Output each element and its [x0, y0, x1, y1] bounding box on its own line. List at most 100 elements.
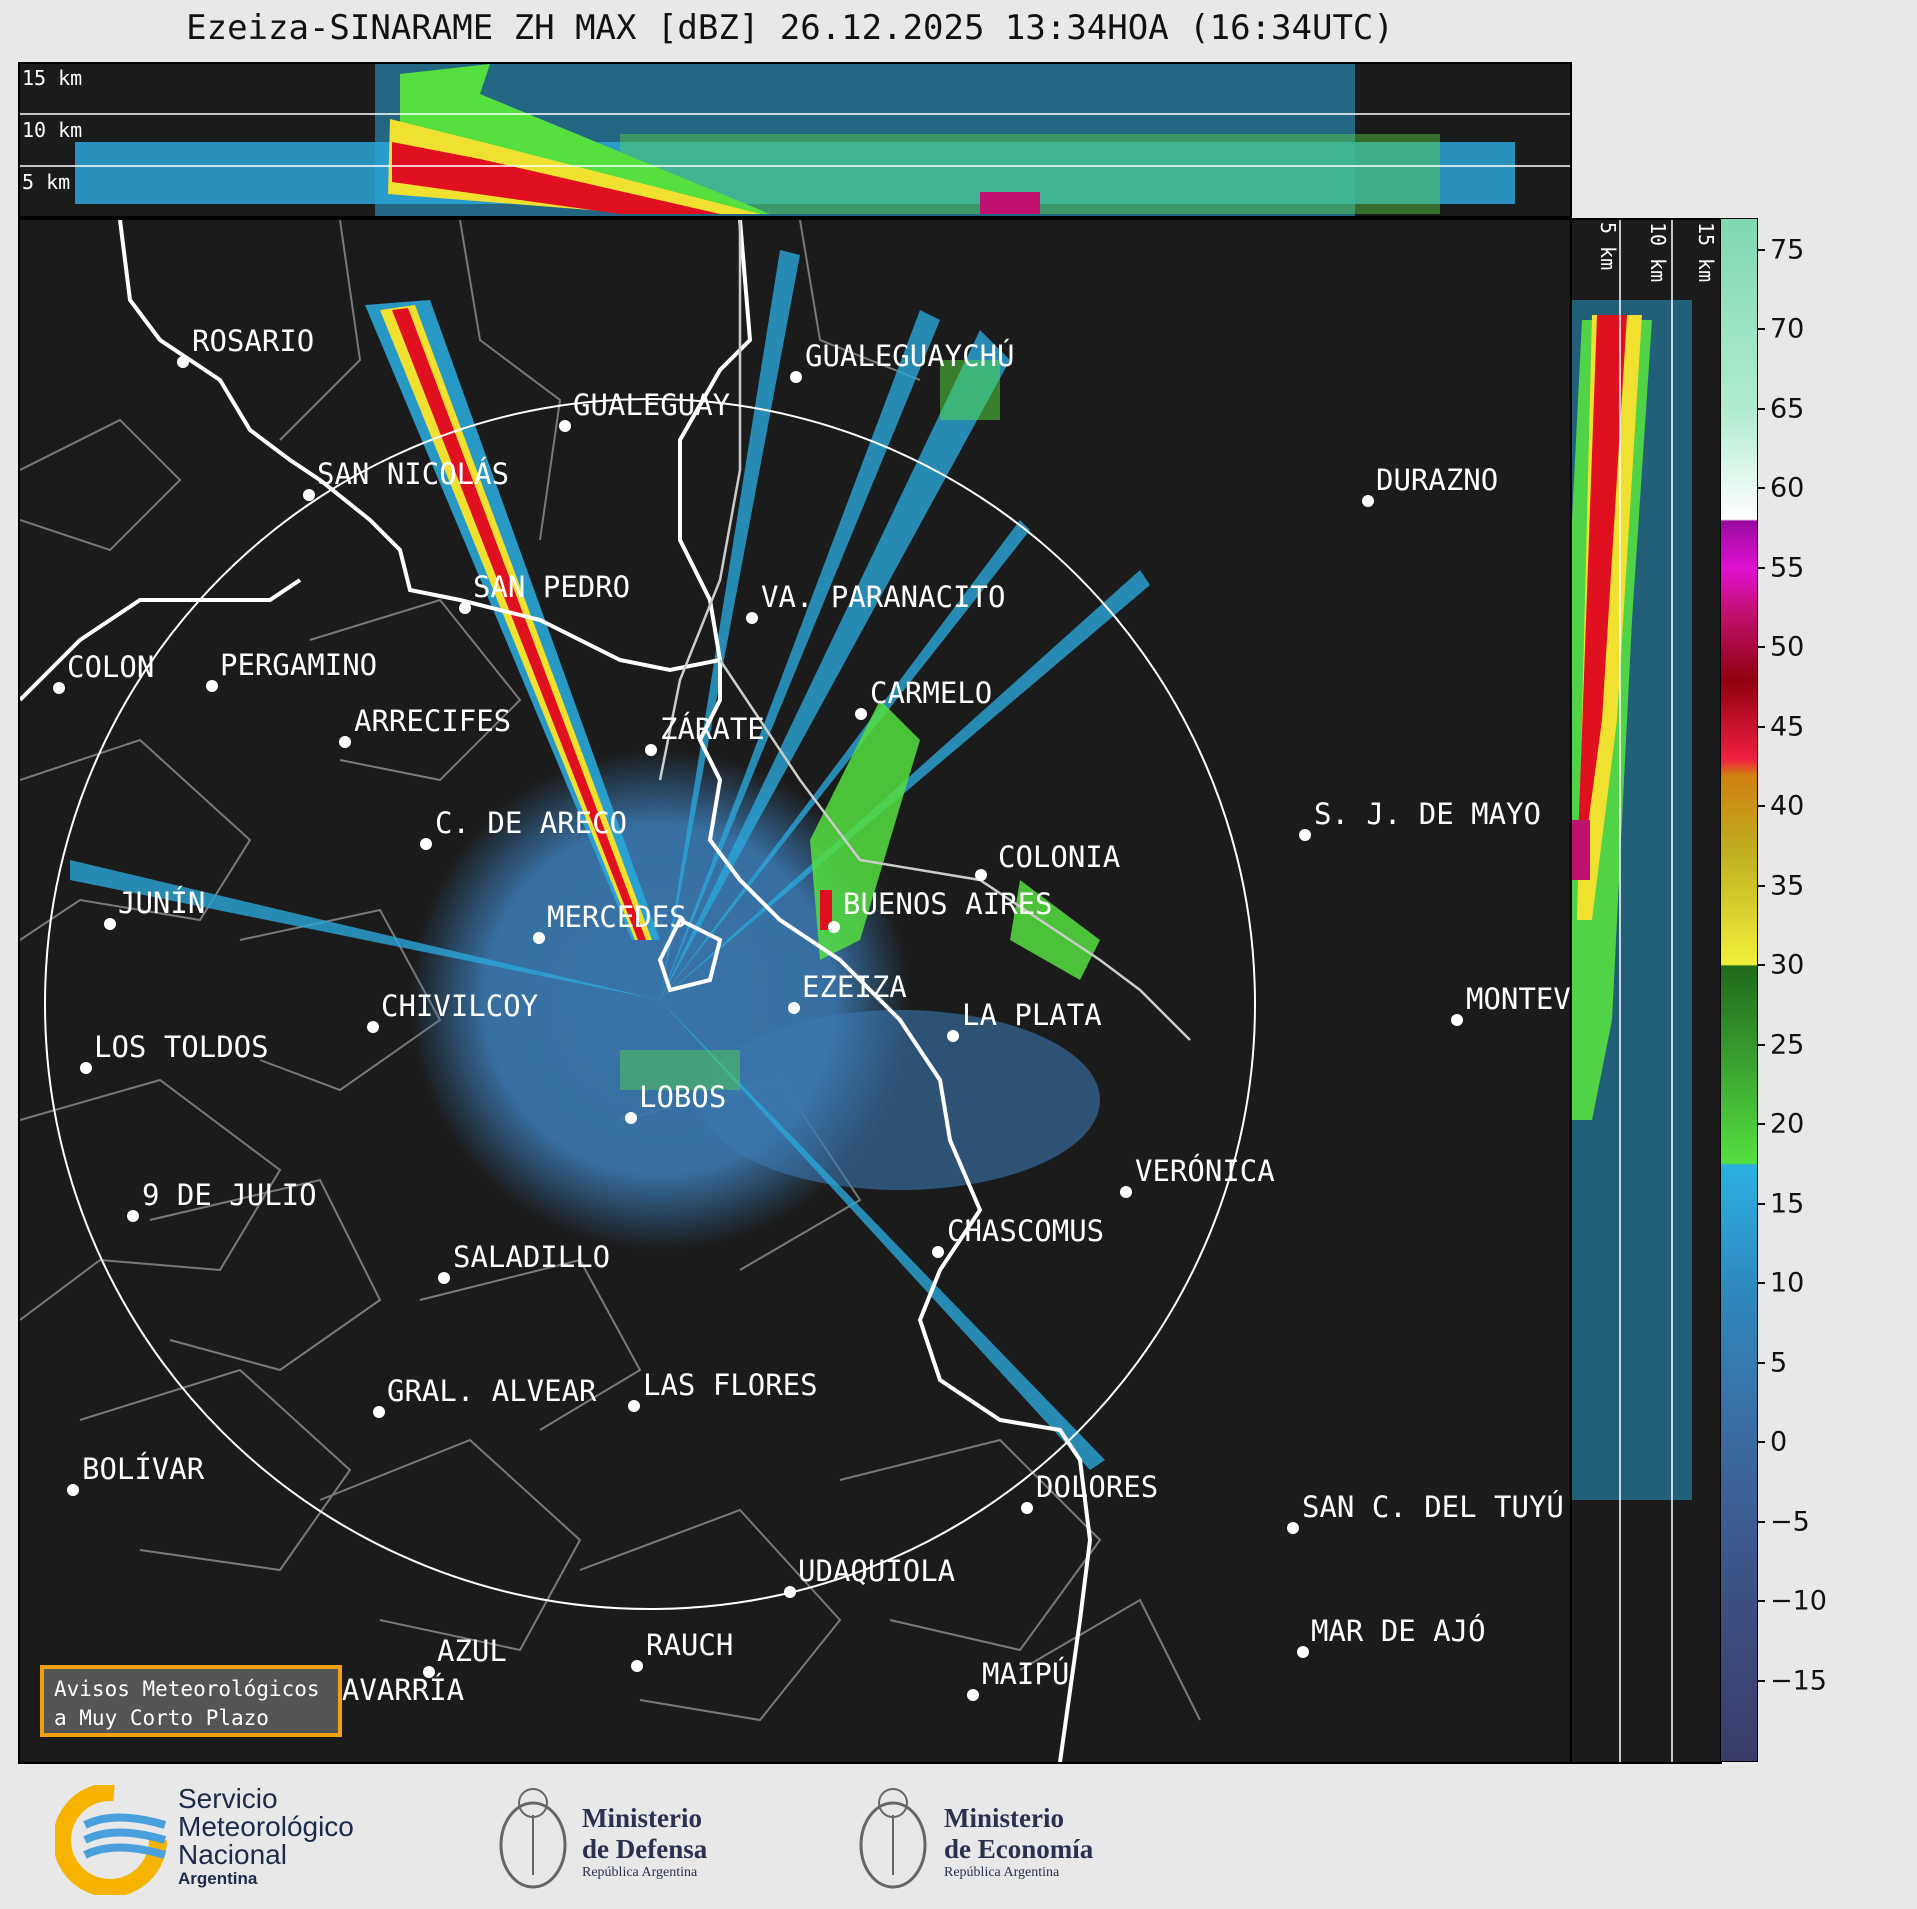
colorbar-tick-label: 55	[1770, 552, 1805, 584]
city-label-maipu: MAIPÚ	[982, 1657, 1070, 1691]
defensa-line-1: Ministerio	[582, 1803, 702, 1833]
avisos-line-1: Avisos Meteorológicos	[54, 1677, 320, 1701]
avisos-box[interactable]: Avisos Meteorológicos a Muy Corto Plazo	[40, 1665, 342, 1737]
top-echo-magenta	[980, 192, 1040, 214]
colorbar-tick-label: 30	[1770, 949, 1805, 981]
colorbar-tick-label: 50	[1770, 631, 1805, 663]
colorbar-tick-label: 65	[1770, 393, 1805, 425]
top-cross-section-graphic	[20, 64, 1570, 216]
colorbar-tick-mark	[1757, 725, 1765, 728]
colorbar-tick-mark	[1757, 1600, 1765, 1603]
city-label-zarate: ZÁRATE	[660, 712, 765, 746]
colorbar-tick-mark	[1757, 1679, 1765, 1682]
top-echo-red-band	[392, 142, 720, 214]
city-label-saladillo: SALADILLO	[453, 1240, 611, 1274]
city-label-9-de-julio: 9 DE JULIO	[142, 1178, 317, 1212]
city-label-mercedes: MERCEDES	[547, 900, 687, 934]
defensa-line-3: República Argentina	[582, 1865, 698, 1880]
city-label-mar-de-ajo: MAR DE AJÓ	[1311, 1614, 1486, 1648]
top-alt-label-10km: 10 km	[22, 118, 83, 142]
city-label-las-flores: LAS FLORES	[643, 1368, 818, 1402]
colorbar-tick-mark	[1757, 646, 1765, 649]
city-label-colonia: COLONIA	[998, 840, 1121, 874]
city-label-ezeiza: EZEIZA	[802, 970, 907, 1004]
city-label-lobos: LOBOS	[639, 1080, 727, 1114]
colorbar-tick-mark	[1757, 1123, 1765, 1126]
city-label-buenos-aires: BUENOS AIRES	[843, 887, 1053, 921]
colorbar-tick-mark	[1757, 1361, 1765, 1364]
city-label-va-paranacito: VA. PARANACITO	[761, 580, 1006, 614]
city-dots	[53, 356, 1463, 1717]
top-alt-label-15km: 15 km	[22, 66, 83, 90]
colorbar-tick-label: 10	[1770, 1267, 1805, 1299]
city-label-dolores: DOLORES	[1036, 1470, 1159, 1504]
colorbar-tick-label: 0	[1770, 1426, 1788, 1458]
city-label-los-toldos: LOS TOLDOS	[94, 1030, 269, 1064]
city-label-chascomus: CHASCOMUS	[947, 1214, 1105, 1248]
colorbar-tick-label: 15	[1770, 1188, 1805, 1220]
escudo-economia-icon	[859, 1788, 927, 1889]
city-label-sj-de-mayo: S. J. DE MAYO	[1314, 797, 1541, 831]
smn-emblem-icon	[55, 1785, 167, 1895]
colorbar-tick-mark	[1757, 1520, 1765, 1523]
defensa-line-2: de Defensa	[582, 1834, 708, 1864]
city-label-san-pedro: SAN PEDRO	[473, 570, 631, 604]
side-cross-section-graphic	[1572, 220, 1692, 1762]
colorbar-tick-mark	[1757, 1202, 1765, 1205]
side-echo-magenta	[1572, 820, 1590, 880]
city-label-arrecifes: ARRECIFES	[354, 704, 512, 738]
colorbar-tick-label: 35	[1770, 870, 1805, 902]
city-label-azul: AZUL	[437, 1634, 507, 1668]
colorbar-tick-label: 25	[1770, 1029, 1805, 1061]
coastline	[20, 220, 1093, 1762]
city-label-udaquiola: UDAQUIOLA	[798, 1554, 956, 1588]
colorbar-tick-label: 40	[1770, 790, 1805, 822]
defensa-logo: Ministerio de Defensa República Argentin…	[495, 1775, 755, 1895]
city-label-gualeguay: GUALEGUAY	[573, 388, 731, 422]
radar-map-graphic	[20, 220, 1463, 1762]
colorbar-tick-label: 45	[1770, 711, 1805, 743]
city-label-durazno: DURAZNO	[1376, 463, 1499, 497]
colorbar-tick-label: 75	[1770, 234, 1805, 266]
side-echo-red	[1577, 315, 1627, 870]
colorbar-tick-label: −5	[1770, 1506, 1810, 1538]
colorbar-tick-mark	[1757, 1441, 1765, 1444]
smn-logo: Servicio Meteorológico Nacional Argentin…	[55, 1785, 395, 1895]
colorbar-tick-mark	[1757, 1043, 1765, 1046]
echo-beam-red	[392, 308, 646, 940]
economia-line-3: República Argentina	[944, 1865, 1060, 1880]
colorbar-tick-mark	[1757, 248, 1765, 251]
top-cross-section: 15 km 10 km 5 km	[18, 62, 1572, 218]
city-label-c-de-areco: C. DE ARECO	[435, 806, 628, 840]
city-label-la-plata: LA PLATA	[962, 998, 1102, 1032]
economia-line-1: Ministerio	[944, 1803, 1064, 1833]
smn-line-1: Servicio	[178, 1783, 278, 1814]
colorbar-tick-mark	[1757, 805, 1765, 808]
range-ring	[44, 398, 1256, 1610]
smn-line-3: Nacional	[178, 1839, 287, 1870]
city-label-carmelo: CARMELO	[870, 676, 993, 710]
echo-cell-red	[820, 890, 832, 930]
side-cross-section: 5 km 10 km 15 km	[1570, 218, 1722, 1764]
colorbar-tick-label: 5	[1770, 1347, 1788, 1379]
colorbar-tick-mark	[1757, 566, 1765, 569]
city-label-junin: JUNÍN	[118, 886, 206, 920]
top-alt-label-5km: 5 km	[22, 170, 71, 194]
side-alt-label-10km: 10 km	[1646, 222, 1670, 283]
city-label-veronica: VERÓNICA	[1135, 1154, 1275, 1188]
economia-line-2: de Economía	[944, 1834, 1094, 1864]
city-label-pergamino: PERGAMINO	[220, 648, 378, 682]
colorbar-tick-mark	[1757, 964, 1765, 967]
echo-southeast	[700, 1010, 1100, 1190]
city-label-bolivar: BOLÍVAR	[82, 1452, 205, 1486]
city-label-chivilcoy: CHIVILCOY	[381, 989, 539, 1023]
side-alt-label-5km: 5 km	[1596, 222, 1620, 271]
radar-map: ROSARIO GUALEGUAYCHÚ GUALEGUAY SAN NICOL…	[18, 218, 1572, 1764]
city-label-rosario: ROSARIO	[192, 324, 315, 358]
smn-line-4: Argentina	[178, 1869, 258, 1888]
colorbar-tick-label: 70	[1770, 313, 1805, 345]
city-label-rauch: RAUCH	[646, 1628, 734, 1662]
city-label-gral-alvear: GRAL. ALVEAR	[387, 1374, 597, 1408]
colorbar-tick-mark	[1757, 884, 1765, 887]
city-label-montevideo: MONTEV	[1466, 982, 1571, 1016]
